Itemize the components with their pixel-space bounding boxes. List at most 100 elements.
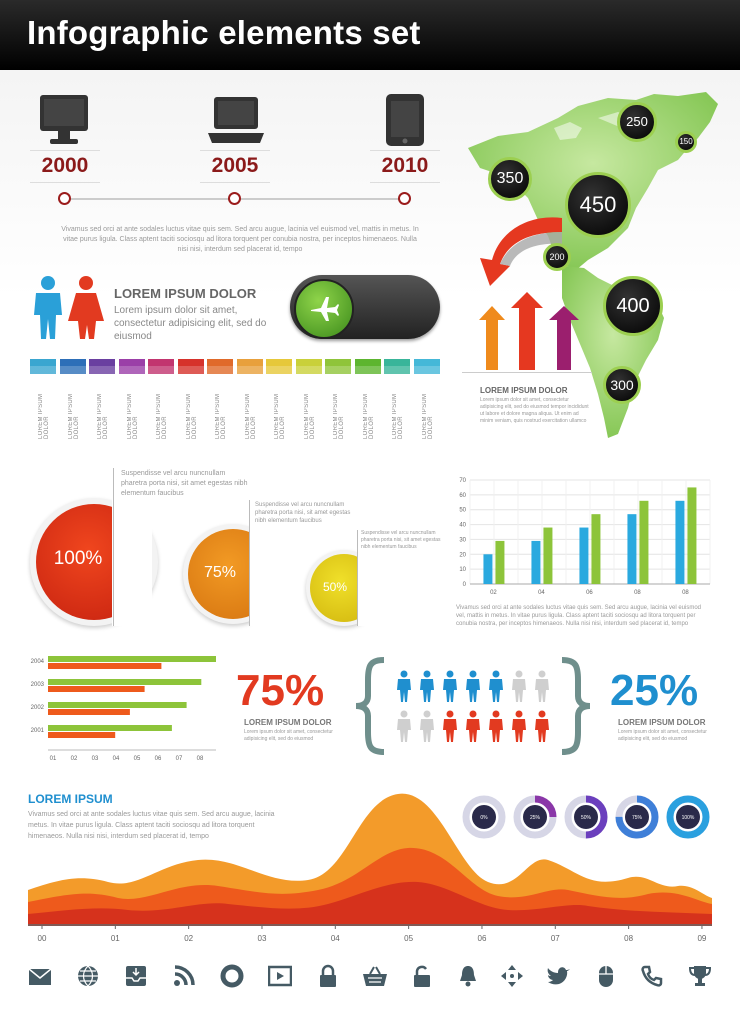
bar	[483, 554, 493, 584]
tablet-icon	[386, 94, 424, 146]
horizontal-bar-chart: 2004 2003 2002 2001 01 02 03 04 05 06 07 08	[31, 656, 216, 762]
x-tick-label: 07	[176, 756, 183, 762]
circle-75-label: 75%	[203, 564, 237, 581]
y-tick-label: 70	[459, 478, 466, 484]
progress-ring: 75%	[615, 795, 659, 839]
progress-ring: 25%	[513, 795, 557, 839]
color-swatch	[207, 359, 233, 374]
map-bubble: 400	[603, 276, 663, 336]
circle-50-label: 50%	[322, 580, 348, 594]
x-tick-label: 07	[551, 934, 560, 943]
person-icon	[397, 710, 411, 742]
lifebuoy-icon[interactable]	[220, 964, 244, 988]
timeline-dot	[398, 192, 411, 205]
color-swatch	[236, 359, 263, 374]
x-tick-label: 06	[155, 756, 162, 762]
x-tick-label: 08	[197, 756, 204, 762]
map-bubble: 350	[488, 157, 532, 201]
bar	[495, 540, 505, 584]
x-tick-label: 04	[331, 934, 340, 943]
color-swatch	[295, 359, 322, 374]
unlock-icon[interactable]	[410, 964, 434, 988]
x-tick-label: 01	[50, 756, 57, 762]
vertical-bar-chart: 0 10 20 30 40 50 60 70 02 04 06 08 08	[459, 478, 711, 596]
person-icon	[420, 710, 434, 742]
swatch-label: LOREM IPSUM DOLOR	[67, 393, 80, 439]
person-icon	[466, 670, 480, 702]
timeline-text: Vivamus sed orci at ante sodales luctus …	[61, 226, 419, 253]
x-tick-label: 06	[586, 590, 593, 596]
swatch-label: LOREM IPSUM DOLOR	[215, 393, 227, 439]
ratio-right-percent: 25%	[610, 666, 699, 715]
bar	[543, 527, 553, 584]
color-swatch	[177, 359, 204, 374]
trophy-icon[interactable]	[688, 964, 712, 988]
bar	[687, 487, 697, 584]
left-brace-icon	[355, 657, 385, 755]
area-title: LOREM IPSUM	[28, 792, 113, 806]
y-tick-label: 20	[459, 552, 466, 558]
bar	[48, 725, 172, 731]
x-tick-label: 06	[478, 934, 487, 943]
x-tick-label: 02	[490, 590, 497, 596]
move-icon[interactable]	[500, 964, 524, 988]
video-icon[interactable]	[268, 964, 292, 988]
ratio-left-percent: 75%	[236, 666, 325, 715]
bar	[639, 500, 649, 584]
phone-icon[interactable]	[640, 964, 664, 988]
x-tick-label: 03	[92, 756, 99, 762]
color-swatch	[413, 359, 440, 374]
globe-icon[interactable]	[76, 964, 100, 988]
inbox-icon[interactable]	[124, 964, 148, 988]
person-icon	[466, 710, 480, 742]
swatch-label: LOREM IPSUM DOLOR	[421, 393, 434, 439]
swatch-label: LOREM IPSUM DOLOR	[333, 393, 345, 439]
bar	[627, 514, 637, 584]
person-icon	[512, 670, 526, 702]
area-chart	[28, 793, 712, 926]
plane-toggle[interactable]	[290, 275, 440, 339]
progress-ring-label: 0%	[480, 815, 488, 821]
bar	[675, 500, 685, 584]
airplane-icon	[311, 297, 339, 321]
bar	[591, 514, 601, 584]
person-icon	[535, 710, 549, 742]
rss-icon[interactable]	[172, 964, 196, 988]
envelope-icon[interactable]	[28, 966, 52, 988]
timeline: 2000 2005 2010 Vivamus sed orci at ante …	[30, 88, 450, 268]
person-icon	[443, 670, 457, 702]
person-icon	[443, 710, 457, 742]
x-tick-label: 08	[634, 590, 641, 596]
bird-icon[interactable]	[546, 964, 572, 988]
color-swatch	[354, 359, 381, 374]
progress-ring-label: 25%	[530, 815, 541, 821]
x-tick-label: 03	[258, 934, 267, 943]
bar	[579, 527, 589, 584]
progress-ring: 0%	[462, 795, 506, 839]
monitor-icon	[40, 95, 88, 144]
timeline-year-2010: 2010	[381, 154, 429, 177]
bar	[48, 702, 187, 708]
color-swatches: LOREM IPSUM DOLOR LOREM IPSUM DOLOR LOREM …	[30, 359, 442, 439]
y-tick-label: 2001	[31, 728, 45, 734]
people-grid	[397, 670, 549, 742]
color-swatch	[148, 359, 174, 374]
people-icon	[34, 276, 104, 339]
x-tick-label: 02	[184, 934, 193, 943]
header-bar: Infographic elements set	[0, 0, 740, 70]
basket-icon[interactable]	[362, 964, 388, 988]
bell-icon[interactable]	[456, 964, 480, 988]
swatch-label: LOREM IPSUM DOLOR	[156, 393, 168, 439]
timeline-dot	[58, 192, 71, 205]
people-title: LOREM IPSUM DOLOR	[114, 286, 257, 301]
y-tick-label: 10	[459, 567, 466, 573]
swatch-label: LOREM IPSUM DOLOR	[362, 393, 375, 439]
circle-divider	[357, 530, 358, 626]
color-swatch	[89, 359, 115, 374]
progress-ring-label: 100%	[682, 815, 695, 821]
lock-icon[interactable]	[316, 964, 340, 988]
person-icon	[489, 710, 503, 742]
right-brace-icon	[561, 657, 591, 755]
person-icon	[420, 670, 434, 702]
mouse-icon[interactable]	[594, 964, 618, 988]
